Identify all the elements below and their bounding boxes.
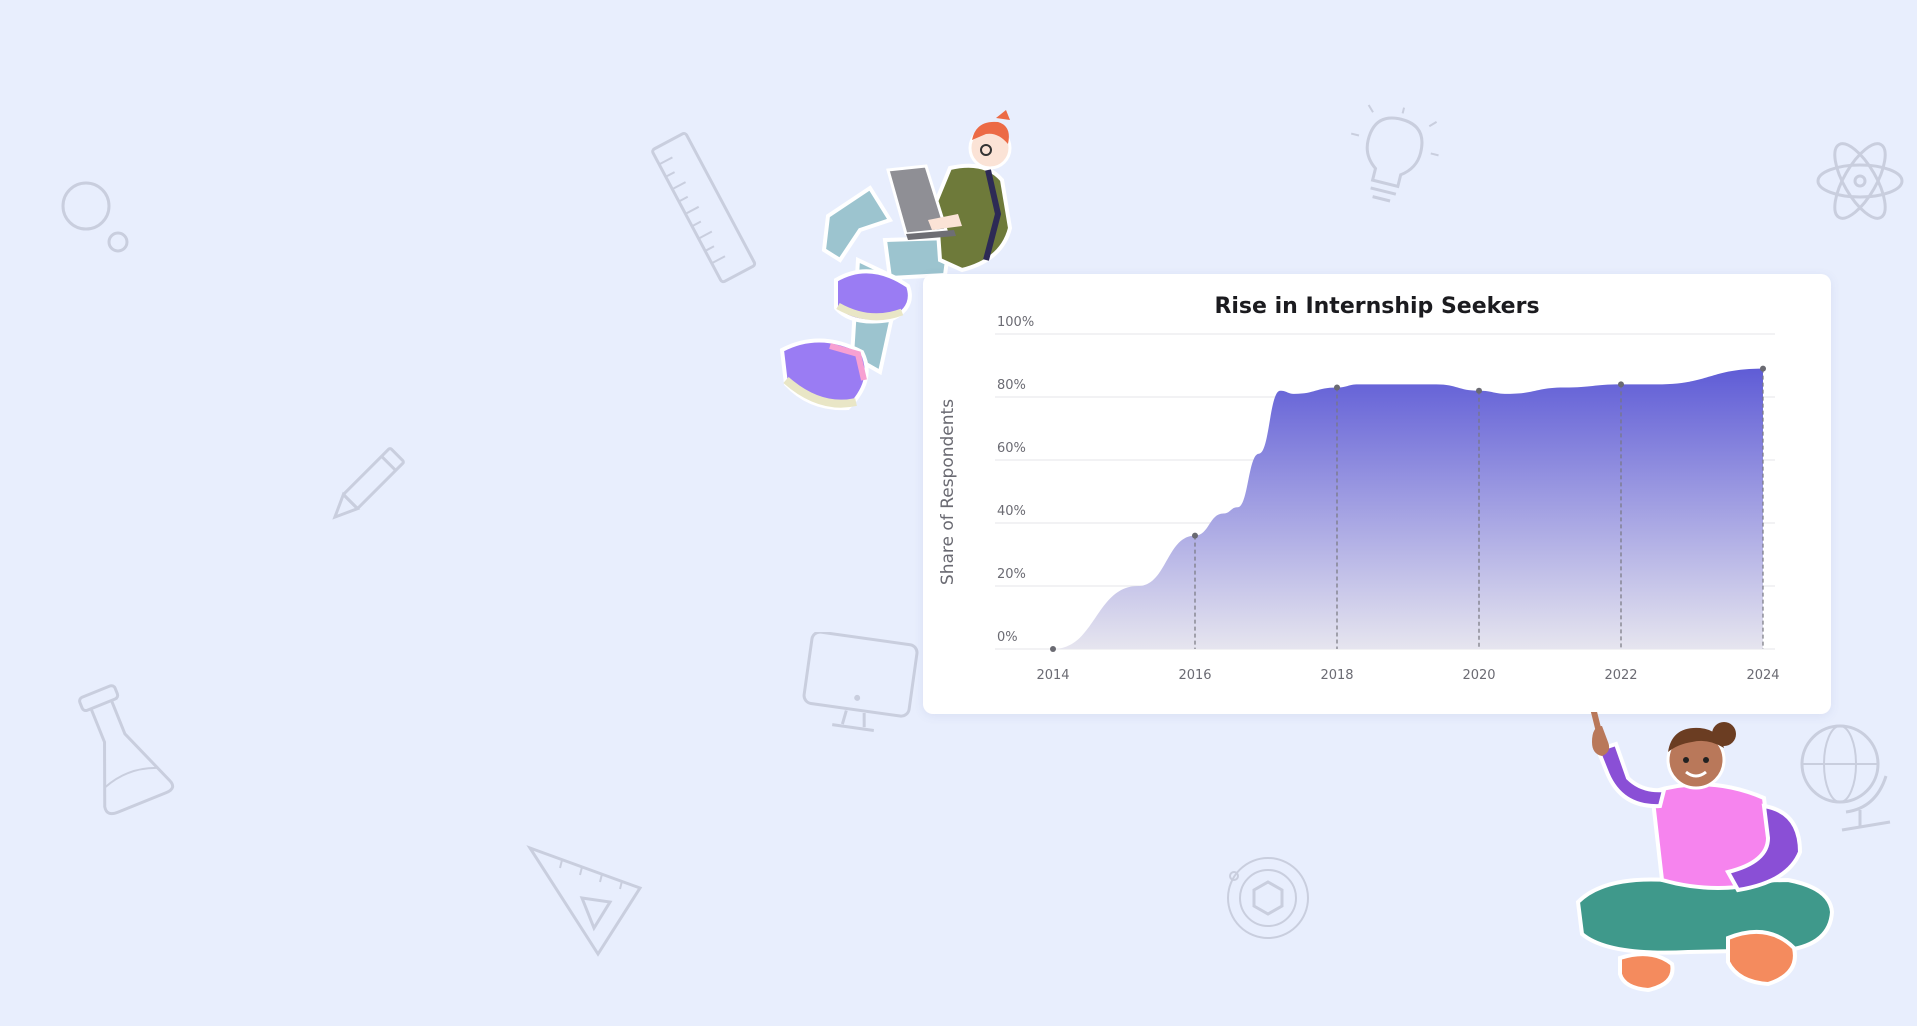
pencil-icon [332,447,405,520]
x-tick-label: 2024 [1746,668,1779,683]
y-tick-label: 80% [997,378,1026,393]
lightbulb-icon [1350,104,1439,203]
globe-icon [1800,724,1891,832]
data-point [1334,384,1340,391]
y-axis-label: Share of Respondents [938,399,958,585]
ruler-icon [651,132,757,284]
data-point [1476,387,1482,394]
x-tick-label: 2020 [1462,668,1495,683]
data-point [1192,532,1198,539]
data-point [1050,646,1056,652]
person-pointing-illustration [1575,712,1835,993]
chart-title: Rise in Internship Seekers [1214,294,1540,319]
data-point [1618,381,1624,388]
y-tick-label: 60% [997,441,1026,456]
y-tick-label: 0% [997,630,1018,645]
y-tick-label: 40% [997,504,1026,519]
x-tick-label: 2022 [1604,668,1637,683]
x-tick-label: 2014 [1036,668,1069,683]
x-tick-label: 2018 [1320,668,1353,683]
flask-icon [78,684,175,816]
area-series [1053,368,1763,649]
y-tick-label: 100% [997,315,1034,330]
monitor-icon [802,632,919,732]
set-square-icon [526,845,643,957]
gear-icon [1227,857,1309,939]
bubbles-icon [61,181,129,253]
x-tick-label: 2016 [1178,668,1211,683]
area-chart: 0% 20% 40% 60% 80% 100% Share of Respondents 20… [938,315,1780,683]
y-tick-label: 20% [997,567,1026,582]
person-with-laptop-illustration [779,110,1013,411]
chart-card: Rise in Internship Seekers 0% 20% 40% 60% 80… [923,274,1831,714]
atom-icon [1816,142,1904,220]
data-point [1760,365,1766,372]
